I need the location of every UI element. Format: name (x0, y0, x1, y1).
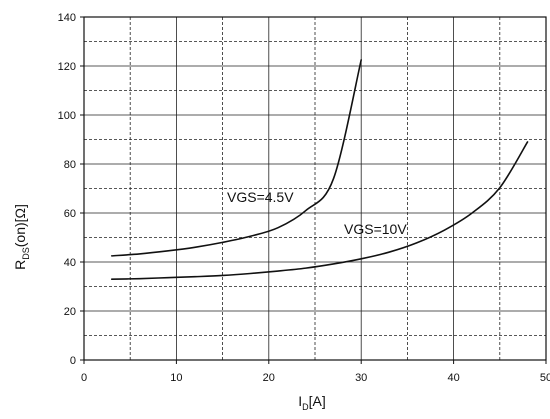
y-tick-label: 80 (64, 159, 76, 171)
series-line-vgs-4.5v (110, 59, 362, 257)
series-label-vgs-4.5v: VGS=4.5V (227, 189, 294, 205)
axis-ticks: 0 20 40 60 80 100 120 140 0 10 20 30 40 50 (58, 12, 550, 384)
x-tick-label: 0 (81, 372, 87, 384)
y-tick-label: 20 (64, 306, 76, 318)
series-lines (110, 59, 529, 280)
plot-frame (83, 16, 547, 361)
x-tick-label: 40 (447, 372, 459, 384)
x-tick-label: 30 (355, 372, 367, 384)
y-tick-label: 60 (64, 208, 76, 220)
y-tick-label: 120 (58, 61, 76, 73)
grid (84, 17, 546, 360)
x-tick-label: 50 (540, 372, 550, 384)
x-tick-label: 10 (170, 372, 182, 384)
x-axis-label: ID[A] (298, 393, 326, 412)
x-tick-label: 20 (263, 372, 275, 384)
y-tick-label: 40 (64, 257, 76, 269)
y-tick-label: 140 (58, 12, 76, 24)
y-axis-label: RDS(on)[Ω] (12, 204, 31, 270)
y-tick-label: 0 (70, 355, 76, 367)
y-tick-label: 100 (58, 110, 76, 122)
series-label-vgs-10v: VGS=10V (344, 221, 407, 237)
series-line-vgs-10v (110, 141, 529, 280)
